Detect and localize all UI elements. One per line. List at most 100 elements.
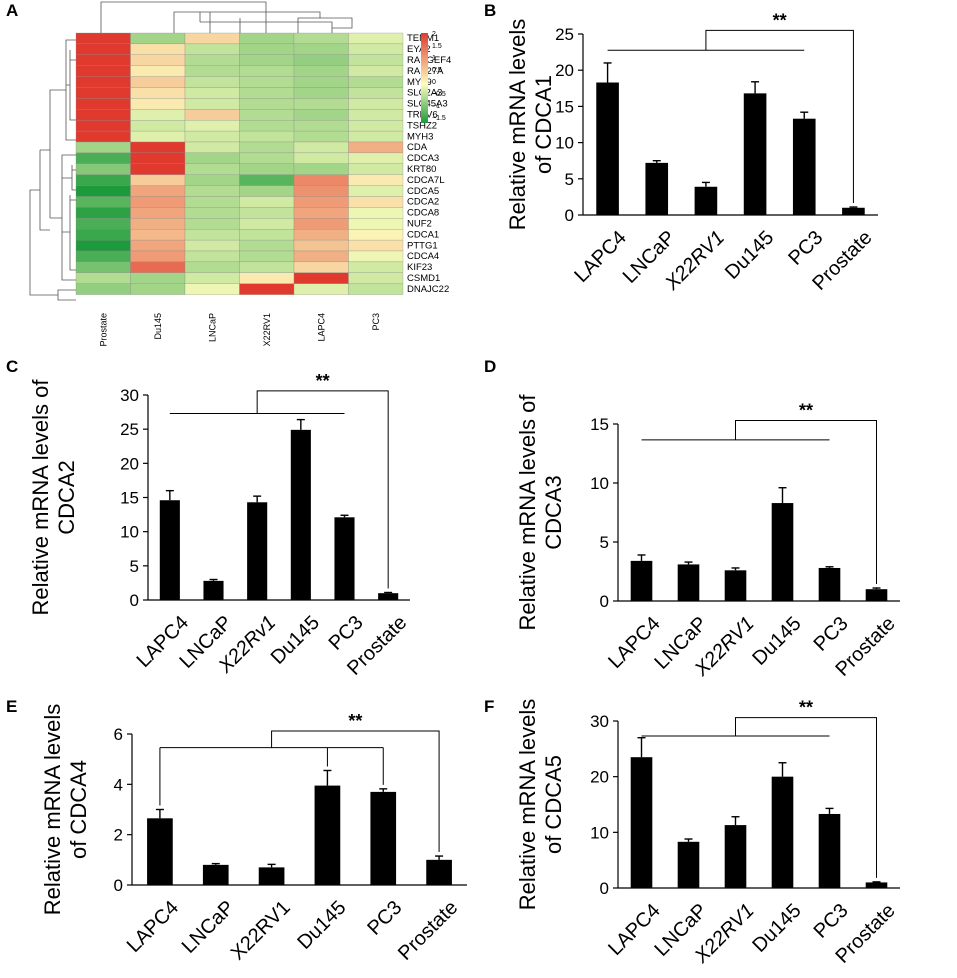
heatmap-cell	[130, 174, 186, 186]
heatmap-cell	[293, 207, 349, 219]
heatmap-cell	[293, 163, 349, 175]
heatmap-column-labels: Prostate Du145 LNCaP X22RV1 LAPC4 PC3	[98, 313, 381, 347]
heatmap-cell	[184, 283, 240, 295]
heatmap-cell	[75, 261, 131, 273]
heatmap-cell	[75, 130, 131, 143]
heatmap-cell	[184, 43, 240, 55]
panel-letter-f: F	[484, 697, 494, 716]
heatmap-cell	[184, 54, 240, 66]
significance-bracket	[256, 390, 389, 589]
bar	[314, 785, 341, 885]
colorbar-tick: 1.5	[432, 43, 442, 50]
heatmap-cell	[348, 120, 404, 132]
heatmap-cell	[239, 32, 295, 45]
significance-bracket	[271, 730, 440, 853]
heatmap-cell	[293, 283, 349, 295]
colorbar-tick: −1.5	[432, 115, 446, 122]
heatmap-cell	[184, 261, 240, 273]
heatmap-cell	[293, 120, 349, 132]
heatmap-cell	[239, 229, 295, 241]
heatmap-cell	[239, 87, 295, 99]
colorbar-tick: 1	[432, 55, 436, 62]
heatmap-cell	[184, 130, 240, 143]
heatmap-cell	[184, 207, 240, 219]
bar	[645, 162, 669, 215]
heatmap-gene-label: MYL9	[407, 77, 432, 88]
y-tick-label: 5	[130, 557, 139, 576]
heatmap-cell	[239, 250, 295, 263]
heatmap-cell	[239, 152, 295, 164]
y-axis-label: of CDCA1	[531, 75, 556, 174]
heatmap-column-label: LAPC4	[316, 313, 326, 342]
bar	[677, 564, 700, 601]
bar	[818, 567, 841, 601]
column-dendrogram	[100, 1, 353, 33]
heatmap-cell	[130, 109, 186, 121]
bar	[865, 882, 888, 888]
heatmap-gene-label: CDCA2	[407, 197, 439, 208]
heatmap-cell	[75, 283, 131, 295]
heatmap-cell	[293, 43, 349, 55]
y-tick-label: 10	[590, 823, 609, 842]
x-category-label: X22RV1	[227, 897, 295, 965]
heatmap-gene-label: EYA2	[407, 44, 431, 55]
significance-bracket	[705, 29, 854, 204]
heatmap-cell	[184, 229, 240, 241]
x-category-label: LAPC4	[570, 227, 630, 287]
heatmap-cell	[348, 218, 404, 230]
heatmap-cell	[130, 130, 186, 143]
heatmap-gene-label: CDCA8	[407, 208, 439, 219]
y-axis-label: of CDCA5	[541, 755, 566, 854]
heatmap-gene-label: CSMD1	[407, 273, 440, 284]
y-axis-label: Relative mRNA levels of	[515, 394, 540, 631]
heatmap-cell	[239, 43, 295, 55]
heatmap-cell	[184, 174, 240, 186]
heatmap-cell	[184, 239, 240, 252]
heatmap-cell	[130, 261, 186, 273]
heatmap-gene-label: KRT80	[407, 164, 436, 175]
heatmap-cell	[184, 185, 240, 197]
significance-bracket	[735, 717, 877, 878]
heatmap-cell	[348, 87, 404, 99]
heatmap-cell	[130, 250, 186, 263]
heatmap-cell	[348, 261, 404, 273]
heatmap-cell	[184, 250, 240, 263]
heatmap-dendrograms	[29, 1, 353, 301]
heatmap-cell	[348, 76, 404, 88]
heatmap-cell	[75, 250, 131, 263]
heatmap-cell	[184, 141, 240, 154]
heatmap-gene-label: CDCA1	[407, 229, 439, 240]
heatmap-cell	[293, 87, 349, 99]
heatmap-cell	[293, 109, 349, 121]
heatmap-cell	[239, 98, 295, 110]
y-tick-label: 30	[590, 712, 609, 731]
heatmap-cell	[130, 141, 186, 154]
x-category-label: Du145	[748, 613, 805, 670]
heatmap-cell	[75, 163, 131, 175]
heatmap-cell	[239, 65, 295, 77]
y-tick-label: 20	[590, 768, 609, 787]
y-tick-label: 0	[114, 876, 123, 895]
heatmap-cell	[184, 120, 240, 132]
heatmap-cell	[184, 32, 240, 45]
y-tick-label: 15	[590, 415, 609, 434]
bar	[370, 791, 397, 885]
y-tick-label: 25	[120, 420, 139, 439]
heatmap-cell	[293, 32, 349, 45]
colorbar-tick: 0	[432, 79, 436, 86]
significance-label: **	[799, 698, 813, 718]
heatmap-column-label: X22RV1	[262, 313, 272, 346]
y-axis-label: CDCA3	[541, 475, 566, 550]
heatmap-cell	[130, 120, 186, 132]
significance-label: **	[316, 371, 330, 391]
heatmap-column-label: Prostate	[98, 313, 108, 347]
heatmap-cell	[130, 239, 186, 252]
x-category-label: Du145	[748, 900, 805, 957]
heatmap-gene-label: RAPGEF4	[407, 55, 451, 66]
heatmap-cell	[130, 185, 186, 197]
colorbar-tick: 2	[432, 31, 436, 38]
